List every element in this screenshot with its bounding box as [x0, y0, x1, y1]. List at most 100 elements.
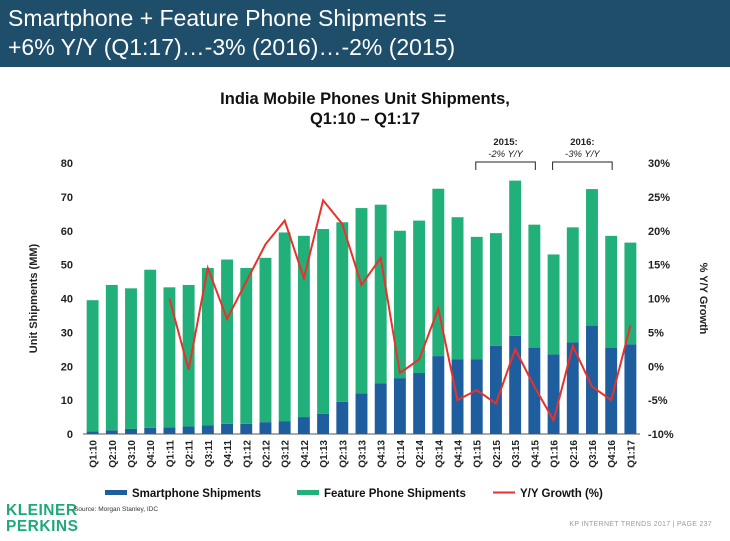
report-footer: KP INTERNET TRENDS 2017 | PAGE 237 — [569, 521, 712, 528]
smartphone-bar — [201, 425, 214, 434]
chart-title-line2: Q1:10 – Q1:17 — [310, 110, 420, 128]
smartphone-bar — [374, 383, 387, 434]
feature-phone-bar — [528, 224, 541, 348]
y-tick-label: 70 — [61, 192, 73, 204]
x-tick-label: Q1:12 — [242, 440, 253, 468]
annotation-sublabel: -3% Y/Y — [565, 149, 600, 160]
chart-title-line1: India Mobile Phones Unit Shipments, — [220, 90, 510, 108]
smartphone-bar — [259, 422, 272, 434]
smartphone-bar — [336, 401, 349, 434]
annotation-label: 2015: — [493, 137, 517, 148]
header-title-line1: Smartphone + Feature Phone Shipments = — [8, 5, 447, 31]
feature-phone-bar — [355, 208, 368, 394]
source-note: Source: Morgan Stanley, IDC — [74, 506, 159, 513]
smartphone-bar — [470, 359, 483, 434]
y-tick-label: 30 — [61, 327, 73, 339]
y2-tick-label: -5% — [648, 395, 668, 407]
legend-label: Smartphone Shipments — [132, 488, 261, 500]
smartphone-bar — [317, 413, 330, 434]
x-tick-label: Q3:15 — [511, 440, 522, 468]
feature-phone-bar — [547, 254, 560, 355]
logo-line2: PERKINS — [6, 518, 79, 535]
x-tick-label: Q3:10 — [127, 440, 138, 468]
annotation-label: 2016: — [570, 137, 594, 148]
x-tick-label: Q4:13 — [377, 440, 388, 468]
smartphone-bar — [432, 356, 445, 434]
y-axis-label: Unit Shipments (MM) — [28, 243, 40, 353]
x-tick-label: Q2:10 — [108, 440, 119, 468]
feature-phone-bar — [297, 235, 310, 418]
smartphone-bar — [355, 393, 368, 434]
feature-phone-bar — [259, 257, 272, 423]
smartphone-bar — [240, 423, 253, 434]
x-tick-label: Q3:14 — [434, 440, 445, 468]
feature-phone-bar — [201, 268, 214, 426]
kleiner-perkins-logo: KLEINER PERKINS — [6, 503, 78, 535]
feature-phone-bar — [624, 242, 637, 345]
feature-phone-bar — [163, 287, 176, 428]
feature-phone-bar — [144, 269, 157, 428]
feature-phone-bar — [86, 300, 99, 432]
smartphone-bar — [297, 417, 310, 434]
y2-tick-label: 30% — [648, 158, 670, 170]
y-tick-label: 10 — [61, 395, 73, 407]
smartphone-bar — [86, 431, 99, 434]
feature-phone-bar — [105, 284, 118, 431]
feature-phone-bar — [432, 188, 445, 357]
feature-phone-bar — [470, 236, 483, 360]
x-tick-label: Q2:11 — [185, 440, 196, 468]
feature-phone-bar — [125, 288, 137, 429]
feature-phone-bar — [182, 284, 195, 427]
shipments-chart: India Mobile Phones Unit Shipments, Q1:1… — [28, 90, 709, 500]
legend-swatch — [297, 490, 319, 495]
smartphone-bar — [413, 373, 426, 434]
x-tick-label: Q3:16 — [588, 440, 599, 468]
x-tick-label: Q1:15 — [473, 440, 484, 468]
x-tick-label: Q4:15 — [530, 440, 541, 468]
x-tick-label: Q1:14 — [396, 440, 407, 468]
smartphone-bar — [528, 347, 541, 434]
y2-tick-label: 20% — [648, 226, 670, 238]
x-tick-label: Q1:10 — [89, 440, 100, 468]
smartphone-bar — [182, 426, 195, 434]
y2-tick-label: 15% — [648, 260, 670, 272]
x-tick-label: Q2:14 — [415, 440, 426, 468]
smartphone-bar — [624, 344, 637, 434]
y-tick-label: 0 — [67, 429, 73, 441]
logo-line1: KLEINER — [6, 502, 78, 519]
feature-phone-bar — [317, 229, 330, 414]
feature-phone-bar — [489, 233, 502, 346]
feature-phone-bar — [566, 227, 579, 343]
feature-phone-bar — [336, 222, 349, 402]
y-tick-label: 80 — [61, 158, 73, 170]
annotation-sublabel: -2% Y/Y — [488, 149, 523, 160]
x-tick-label: Q3:11 — [204, 440, 215, 468]
y-tick-label: 60 — [61, 226, 73, 238]
feature-phone-bar — [278, 232, 291, 422]
x-tick-label: Q1:17 — [626, 440, 637, 468]
y2-tick-label: 0% — [648, 361, 664, 373]
y-tick-label: 50 — [61, 260, 73, 272]
smartphone-bar — [489, 345, 502, 434]
feature-phone-bar — [451, 217, 464, 360]
feature-phone-bar — [374, 204, 387, 384]
smartphone-bar — [566, 342, 579, 434]
legend-label: Y/Y Growth (%) — [520, 488, 603, 500]
feature-phone-bar — [586, 189, 598, 326]
legend-label: Feature Phone Shipments — [324, 488, 466, 500]
x-tick-label: Q3:12 — [281, 440, 292, 468]
x-tick-label: Q4:10 — [146, 440, 157, 468]
x-tick-label: Q4:11 — [223, 440, 234, 468]
header-banner: Smartphone + Feature Phone Shipments = +… — [0, 0, 730, 67]
y2-tick-label: -10% — [648, 429, 674, 441]
annotation-bracket — [552, 161, 613, 170]
y2-tick-label: 25% — [648, 192, 670, 204]
annotation-bracket — [475, 161, 536, 170]
x-tick-label: Q2:15 — [492, 440, 503, 468]
x-tick-label: Q4:14 — [454, 440, 465, 468]
legend-swatch — [105, 490, 127, 495]
y2-tick-label: 5% — [648, 327, 664, 339]
x-tick-label: Q4:12 — [300, 440, 311, 468]
x-tick-label: Q1:11 — [165, 440, 176, 468]
x-tick-label: Q3:13 — [358, 440, 369, 468]
